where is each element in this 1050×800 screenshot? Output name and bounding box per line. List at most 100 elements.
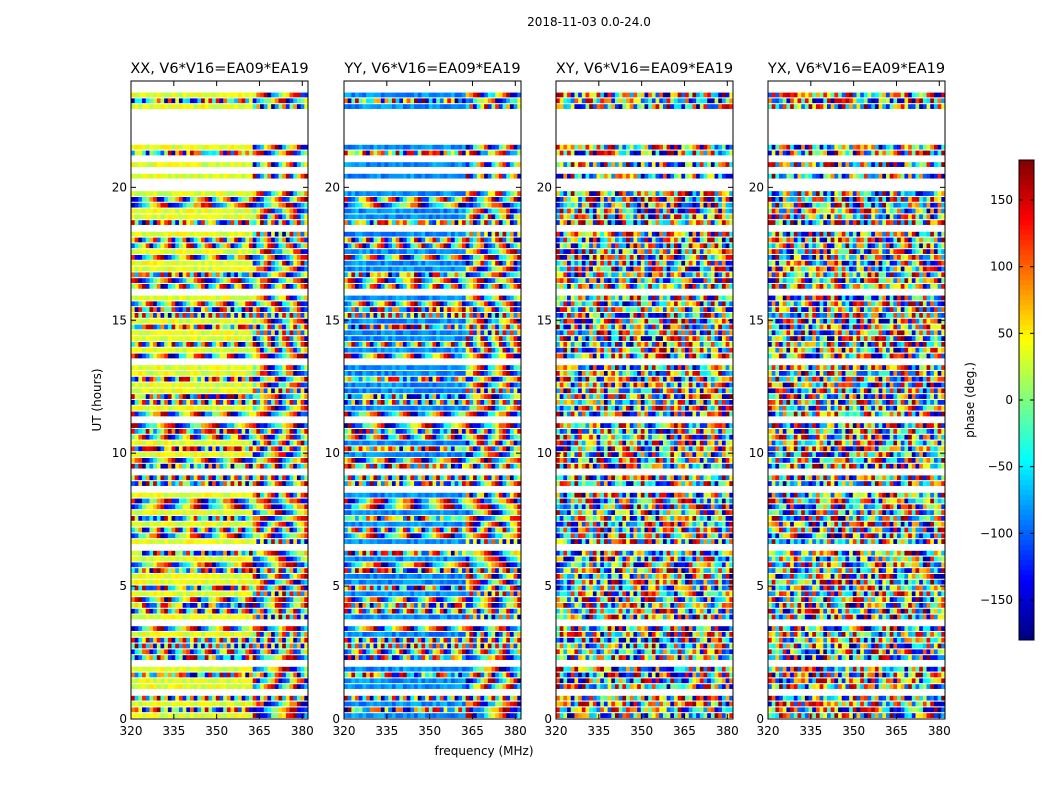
phase-cell: [160, 318, 165, 324]
phase-cell: [506, 92, 511, 98]
phase-cell: [167, 260, 172, 266]
phase-cell: [347, 98, 352, 104]
phase-cell: [190, 440, 195, 446]
phase-cell: [215, 579, 220, 585]
phase-cell: [263, 539, 268, 544]
phase-cell: [509, 150, 515, 156]
phase-cell: [153, 655, 158, 660]
phase-cell: [260, 446, 265, 452]
phase-cell: [282, 498, 287, 504]
phase-cell: [469, 197, 474, 202]
phase-cell: [156, 440, 161, 446]
phase-cell: [267, 579, 272, 585]
phase-cell: [237, 434, 243, 440]
phase-cell: [138, 243, 143, 249]
phase-cell: [293, 266, 298, 272]
phase-cell: [167, 92, 172, 98]
phase-cell: [285, 475, 290, 481]
phase-cell: [263, 713, 268, 718]
phase-cell: [197, 608, 202, 614]
phase-cell: [249, 434, 254, 440]
phase-cell: [300, 423, 305, 428]
phase-cell: [267, 382, 272, 388]
phase-cell: [160, 307, 165, 312]
phase-cell: [160, 92, 165, 98]
phase-cell: [212, 672, 217, 678]
phase-cell: [428, 173, 433, 179]
phase-cell: [293, 649, 298, 655]
phase-cell: [212, 249, 217, 254]
phase-cell: [138, 684, 143, 689]
phase-cell: [237, 452, 243, 457]
phase-cell: [164, 150, 169, 156]
phase-cell: [212, 98, 217, 104]
phase-cell: [241, 255, 246, 260]
phase-cell: [178, 295, 184, 301]
phase-cell: [223, 353, 228, 359]
phase-cell: [267, 237, 272, 243]
phase-cell: [260, 649, 265, 655]
phase-cell: [190, 591, 195, 597]
phase-cell: [153, 405, 158, 411]
phase-cell: [142, 562, 147, 568]
phase-cell: [469, 237, 474, 243]
phase-cell: [153, 678, 158, 684]
phase-cell: [142, 197, 147, 202]
phase-cell: [164, 382, 169, 388]
y-tick-label: 5: [119, 579, 127, 593]
phase-cell: [278, 597, 283, 602]
phase-cell: [201, 173, 206, 179]
phase-cell: [204, 463, 209, 469]
phase-cell: [462, 162, 467, 167]
phase-cell: [506, 197, 511, 202]
phase-cell: [156, 405, 161, 411]
phase-cell: [149, 585, 154, 591]
phase-cell: [241, 249, 246, 254]
phase-cell: [274, 202, 279, 208]
phase-cell: [282, 695, 287, 701]
phase-cell: [282, 144, 287, 150]
phase-cell: [282, 655, 287, 660]
phase-cell: [245, 400, 250, 405]
phase-cell: [178, 144, 184, 150]
phase-cell: [388, 197, 393, 202]
phase-cell: [245, 603, 250, 608]
phase-cell: [260, 423, 265, 428]
phase-cell: [260, 260, 265, 266]
phase-cell: [153, 231, 158, 237]
phase-cell: [153, 458, 158, 463]
phase-cell: [249, 516, 254, 521]
phase-cell: [138, 585, 143, 591]
phase-cell: [285, 423, 290, 428]
phase-cell: [406, 231, 411, 237]
phase-cell: [230, 510, 235, 515]
phase-cell: [509, 214, 515, 220]
phase-cell: [156, 266, 161, 272]
phase-cell: [190, 237, 195, 243]
phase-cell: [201, 568, 206, 573]
phase-cell: [285, 150, 290, 156]
phase-cell: [171, 400, 176, 405]
phase-cell: [436, 202, 441, 208]
phase-cell: [267, 603, 272, 608]
phase-cell: [219, 678, 224, 684]
phase-cell: [175, 684, 180, 689]
phase-cell: [289, 562, 294, 568]
phase-cell: [476, 173, 481, 179]
phase-cell: [278, 214, 283, 220]
phase-cell: [190, 104, 195, 109]
phase-cell: [476, 208, 481, 214]
phase-cell: [285, 603, 290, 608]
phase-cell: [142, 231, 147, 237]
phase-cell: [245, 278, 250, 283]
phase-cell: [465, 92, 470, 98]
phase-cell: [355, 104, 360, 109]
phase-cell: [193, 440, 198, 446]
phase-cell: [204, 237, 209, 243]
phase-cell: [263, 701, 268, 707]
phase-cell: [138, 510, 143, 515]
phase-cell: [282, 481, 287, 486]
phase-cell: [245, 481, 250, 486]
phase-cell: [186, 643, 191, 649]
phase-cell: [138, 313, 143, 318]
